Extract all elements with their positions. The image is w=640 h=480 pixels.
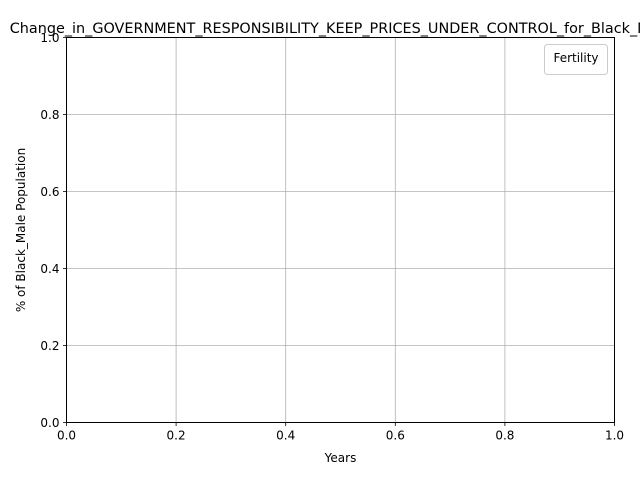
x-tick-label: 0.2 [167, 429, 186, 443]
x-tick-label: 0.6 [386, 429, 405, 443]
y-axis-label: % of Black_Male Population [14, 148, 28, 312]
y-tick-label: 0.2 [40, 339, 59, 353]
y-tick-label: 0.6 [40, 185, 59, 199]
x-tick-label: 0.8 [495, 429, 514, 443]
legend-title: Fertility [553, 51, 598, 65]
y-tick-label: 0.4 [40, 262, 59, 276]
legend: Fertility [545, 45, 608, 75]
y-tick-label: 0.8 [40, 108, 59, 122]
chart-title: Change_in_GOVERNMENT_RESPONSIBILITY_KEEP… [10, 21, 640, 37]
y-tick-label: 0.0 [40, 416, 59, 430]
x-axis-label: Years [324, 451, 357, 465]
x-tick-label: 0.0 [57, 429, 76, 443]
x-tick-label: 0.4 [276, 429, 295, 443]
x-tick-label: 1.0 [605, 429, 624, 443]
